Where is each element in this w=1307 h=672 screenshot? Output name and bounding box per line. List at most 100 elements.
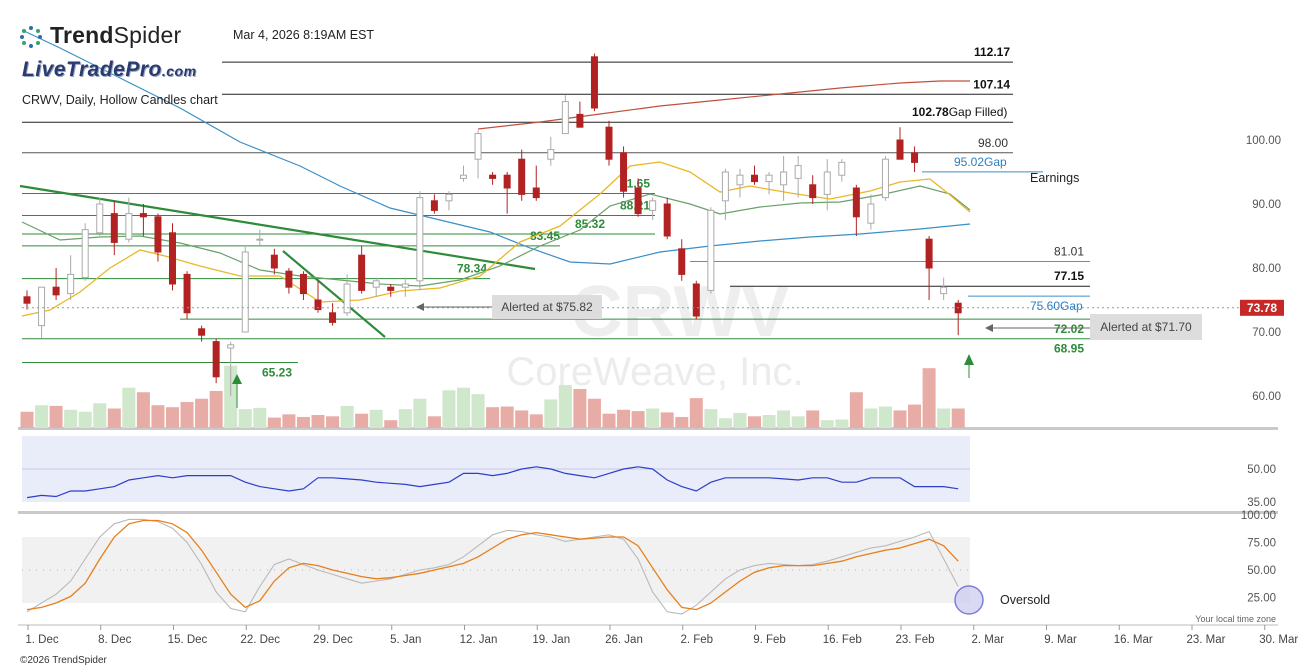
level-label: 98.00 [978,136,1008,150]
candle-body [358,254,366,291]
level-label: 77.15 [1054,269,1084,283]
volume-bar [646,408,660,428]
volume-bar [340,405,354,428]
x-axis-tick: 23. Mar [1187,634,1226,646]
volume-bar [791,416,805,428]
trend-line [19,184,536,271]
candle-body [67,273,75,295]
candle-body [198,328,206,336]
volume-bar [762,415,776,428]
candle-body [707,209,715,291]
up-arrow-icon [232,374,242,384]
candle-body [81,229,89,279]
volume-bar [748,416,761,428]
candle-body [649,200,657,211]
brand-prefix: Trend [50,22,114,48]
volume-bar [427,416,441,428]
candle-body [503,174,511,189]
volume-bar [384,420,398,428]
volume-bar [326,416,340,428]
copyright: ©2026 TrendSpider [20,655,107,666]
candle-body [896,139,904,160]
volume-bar [675,416,689,428]
candle-body [212,341,220,378]
x-axis-tick: 16. Feb [823,634,862,646]
watermark-logo: LiveTradePro.com [22,58,197,82]
volume-bar [893,410,907,428]
stoch-band [22,537,970,603]
candle-body [285,270,293,288]
price-axis-tick: 60.00 [1252,391,1281,403]
trend-line [282,250,386,338]
volume-bar [311,415,325,428]
x-axis-tick: 9. Feb [753,634,786,646]
candle-body [721,171,729,202]
candle-body [634,187,642,215]
volume-bar [573,389,587,428]
price-axis-tick: 80.00 [1252,263,1281,275]
stoch-axis-tick: 100.00 [1241,510,1276,522]
volume-bar [238,409,252,428]
last-price-label: 73.78 [1247,301,1277,315]
volume-bar [529,414,543,428]
candle-body [852,187,860,218]
symbol-watermark: CRWV [571,272,790,352]
candle-body [605,126,613,160]
level-label: 102.78Gap Filled) [912,105,1007,119]
level-label: 91.65 [620,176,650,190]
volume-bar [631,411,645,428]
volume-bar [398,409,412,428]
level-label: 85.32 [575,217,605,231]
candle-body [299,273,307,295]
stoch-k-line [26,519,959,611]
ema-yellow-line [21,161,971,317]
volume-bar [282,414,296,428]
candle-body [663,203,671,237]
earnings-label: Earnings [1030,171,1079,185]
candle-body [445,193,453,202]
level-label: 83.45 [530,229,560,243]
x-axis-tick: 22. Dec [240,634,280,646]
volume-bar [49,405,63,428]
volume-bar [457,387,470,428]
x-axis-tick: 16. Mar [1114,634,1153,646]
candle-body [911,152,919,163]
alert-arrow [416,303,424,311]
candle-body [692,283,700,317]
volume-bar [209,390,223,428]
volume-bar [166,407,179,428]
sma-green-line [21,185,971,287]
candle-body [372,280,380,288]
candle-body [736,174,744,186]
candle-body [52,286,60,296]
watermark-site: LiveTradePro [22,58,162,81]
candle-body [561,101,569,135]
level-label: 65.23 [262,366,292,380]
x-axis-tick: 29. Dec [313,634,353,646]
candle-body [940,286,948,295]
x-axis-tick: 15. Dec [168,634,208,646]
candle-body [780,171,788,186]
sma-blue-line [21,29,971,265]
rsi-axis-tick: 50.00 [1247,464,1276,476]
volume-bar [180,402,194,428]
volume-bar [878,406,892,428]
candle-body [343,283,351,314]
candle-body [590,56,598,109]
candle-body [38,286,46,327]
volume-bar [413,398,427,428]
candle-body [23,296,31,304]
volume-bar [296,416,310,428]
timezone-note: Your local time zone [1195,614,1276,624]
alert-arrow [985,324,993,332]
volume-bar [922,368,936,428]
stoch-axis-tick: 25.00 [1247,593,1276,605]
level-label: 68.95 [1054,342,1084,356]
volume-bar [369,409,383,428]
volume-bar [267,417,281,428]
price-axis-tick: 100.00 [1246,135,1281,147]
x-axis-tick: 23. Feb [896,634,935,646]
brand-logo [18,24,44,50]
chart-subtitle: CRWV, Daily, Hollow Candles chart [22,93,218,107]
candle-body [823,171,831,195]
